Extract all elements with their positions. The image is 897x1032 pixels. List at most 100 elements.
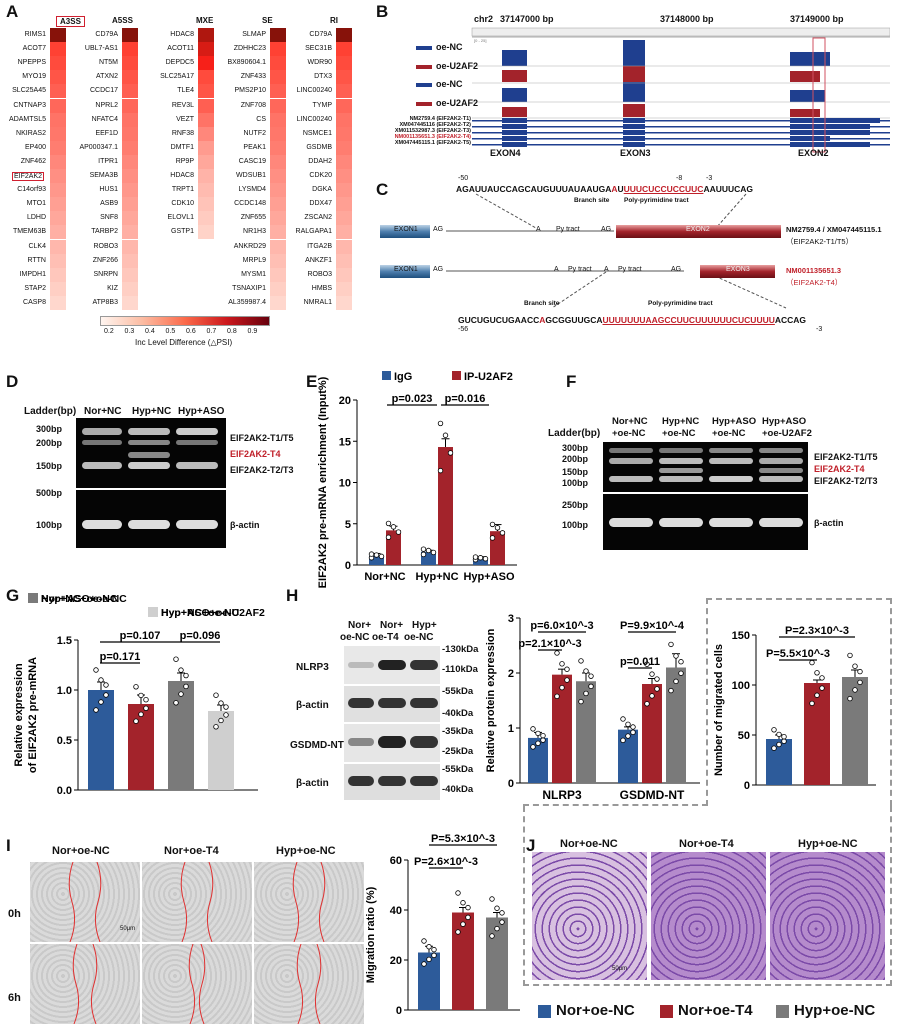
data-point	[437, 467, 444, 474]
heatmap-cell	[270, 169, 286, 184]
y-tick-label: 1	[508, 723, 514, 735]
data-point	[499, 530, 506, 536]
y-tick-label: 60	[390, 855, 402, 867]
data-point	[138, 692, 144, 699]
f-bp-150: 150bp	[562, 467, 589, 477]
colorbar-tick: 0.5	[165, 328, 176, 335]
data-point	[630, 729, 636, 736]
data-point	[530, 726, 536, 732]
data-point	[223, 712, 229, 718]
heatmap-cell	[122, 239, 138, 254]
data-point	[535, 730, 541, 737]
f-gel-bottom	[603, 494, 808, 550]
track-label-1: oe-NC	[436, 42, 463, 52]
heatmap-cell	[198, 70, 214, 85]
data-point	[489, 535, 496, 541]
track-label-2: oe-U2AF2	[436, 61, 479, 71]
h-lane: Nor+	[348, 620, 372, 631]
panel-label-e: E	[306, 372, 318, 391]
n8: -8	[676, 175, 683, 182]
heatmap-gene: ACOT7	[22, 45, 46, 53]
exon3-box: EXON3	[726, 266, 750, 273]
bar	[642, 684, 662, 783]
x-tick-label: NLRP3	[542, 788, 582, 802]
heatmap-gene: EIF2AK2	[12, 172, 45, 181]
heatmap-cell	[336, 56, 352, 71]
data-point	[678, 670, 684, 676]
data-point	[213, 724, 219, 730]
heatmap-gene: ITPR1	[98, 157, 118, 165]
tx-4: NM001135651.3 (EIF2AK2-T4)	[394, 134, 471, 140]
heatmap-gene: ZNF266	[92, 256, 118, 264]
heatmap-cell	[122, 197, 138, 212]
heatmap-gene: EEF1D	[95, 129, 118, 137]
sig-label: P=2.6×10^-3	[414, 856, 478, 868]
poly-tract-1: Poly-pyrimidine tract	[624, 197, 689, 204]
data-point	[583, 668, 589, 674]
heatmap-cell	[50, 42, 66, 57]
data-point	[588, 673, 594, 679]
heatmap-gene: STAP2	[24, 284, 46, 292]
tx-3: XM011532987.3 (EIF2AK2-T3)	[394, 128, 471, 134]
bar	[418, 952, 440, 1010]
data-point	[494, 925, 500, 932]
heatmap-gene: LINC00240	[296, 87, 332, 95]
f-gel-top	[603, 442, 808, 492]
heatmap-gene: CD79A	[95, 31, 118, 38]
heatmap-cell	[270, 154, 286, 169]
heatmap-gene: NPEPPS	[17, 59, 46, 67]
n56: -56	[458, 326, 469, 333]
heatmap-cell	[50, 126, 66, 141]
heatmap-cell	[270, 98, 286, 113]
heatmap-cell	[270, 183, 286, 198]
heatmap-gene: ELOVL1	[167, 214, 194, 222]
heatmap-cell	[122, 295, 138, 310]
heatmap-gene: NPRL2	[95, 101, 118, 109]
ag-2: AG	[601, 226, 612, 233]
colorbar-tick: 0.8	[227, 328, 237, 335]
colorbar-ticks: 0.2 0.3 0.4 0.5 0.6 0.7 0.8 0.9	[100, 328, 270, 338]
legend-label: Hyp+NC+oe-NC	[161, 607, 240, 619]
bar	[666, 667, 686, 783]
heatmap-gene: SLC25A45	[12, 87, 46, 95]
chart-e: 0 5 10 15 20 EIF2AK2 pre-mRNA enrichment (Inp…	[317, 371, 517, 588]
heatmap-title: SE	[262, 16, 273, 25]
data-point	[649, 693, 655, 699]
y-tick-label: 0	[345, 560, 351, 572]
data-point	[559, 661, 565, 667]
panel-label-h: H	[286, 586, 299, 605]
heatmap-gene: SLC25A17	[160, 73, 194, 81]
heatmap-cell	[270, 28, 286, 43]
heatmap-cell	[198, 211, 214, 226]
data-point	[644, 661, 650, 667]
heatmap-cell	[50, 112, 66, 127]
heatmap-gene: ZNF708	[240, 101, 266, 109]
panel-label-b: B	[376, 2, 389, 21]
y-tick-label: 3	[508, 613, 514, 625]
legend-item-2: Nor+oe-T4	[660, 1002, 753, 1019]
heatmap-gene: NT5M	[98, 59, 118, 67]
heatmap-cell	[270, 140, 286, 155]
heatmap-cell	[270, 84, 286, 99]
kda-marker: -25kDa	[442, 746, 474, 757]
bar	[452, 912, 474, 1010]
i-row-label: 6h	[8, 992, 21, 1004]
scratch-image	[254, 861, 364, 943]
heatmap-gene: TRPT1	[171, 186, 194, 194]
sig-label: p=0.023	[392, 393, 433, 405]
exon1-b: EXON1	[394, 266, 418, 273]
tracks-svg	[416, 27, 890, 153]
data-point	[173, 700, 179, 706]
bar	[168, 681, 194, 790]
heatmap-cell	[50, 70, 66, 85]
sig-label: p=0.011	[620, 656, 660, 668]
data-point	[482, 556, 489, 562]
heatmap-gene: PMS2P10	[234, 87, 266, 95]
heatmap-gene: RNF38	[171, 129, 194, 137]
kda-marker: -40kDa	[442, 784, 474, 795]
colorbar	[100, 316, 270, 326]
data-point	[455, 890, 461, 896]
heatmap-cell	[336, 281, 352, 296]
ag-3: AG	[433, 266, 444, 273]
heatmap-gene: SLMAP	[242, 31, 266, 38]
